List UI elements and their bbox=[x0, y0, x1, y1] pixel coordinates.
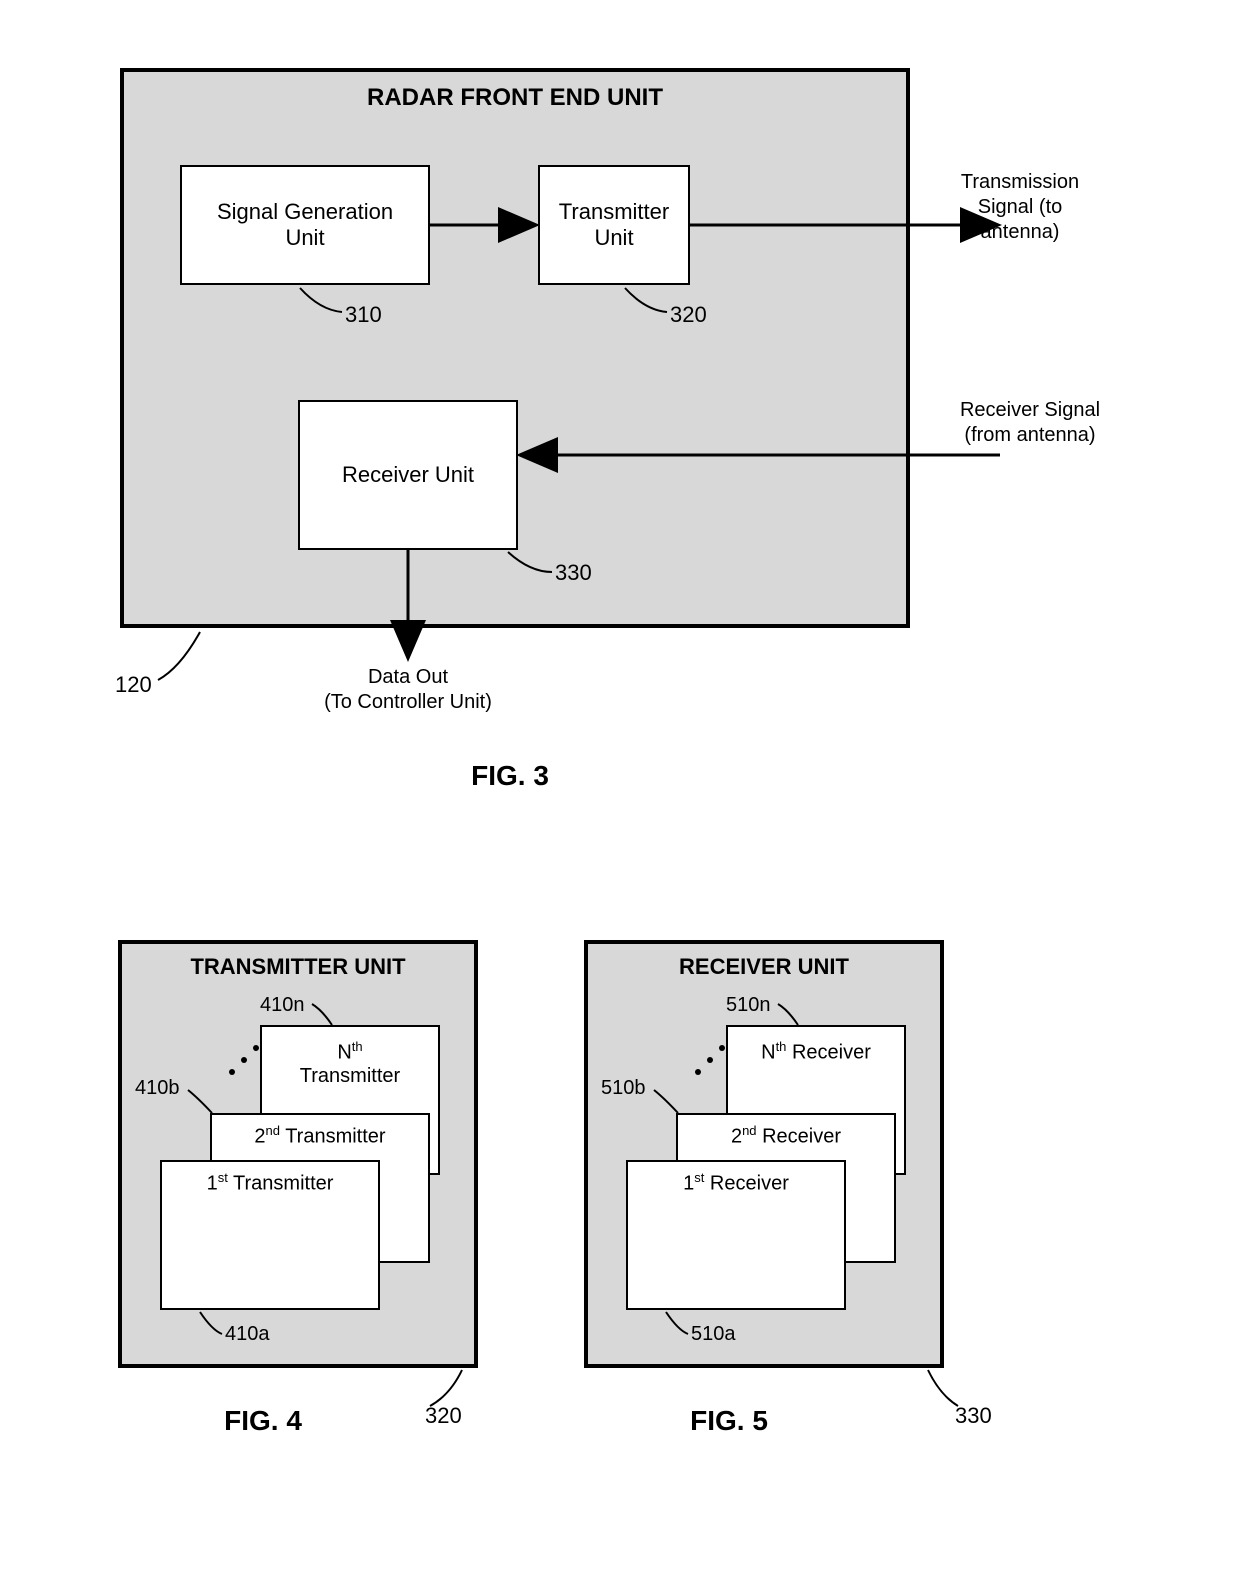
1st-transmitter-label: 1st Transmitter bbox=[207, 1170, 334, 1196]
nth-receiver-label: Nth Receiver bbox=[761, 1039, 871, 1065]
transmitter-unit: Transmitter Unit bbox=[538, 165, 690, 285]
leader-120 bbox=[158, 632, 200, 680]
ref-510a: 510a bbox=[691, 1323, 736, 1346]
ref-510b: 510b bbox=[601, 1077, 646, 1100]
1st-receiver: 1st Receiver bbox=[626, 1160, 846, 1310]
ref-120: 120 bbox=[115, 672, 152, 698]
tx-label1: Transmitter bbox=[559, 199, 669, 225]
fig3-label: FIG. 3 bbox=[0, 760, 1020, 792]
fig5-label: FIG. 5 bbox=[584, 1405, 874, 1437]
leader-320-outer bbox=[430, 1370, 462, 1406]
nth-transmitter-label: Nth bbox=[337, 1039, 362, 1065]
leader-330-outer bbox=[928, 1370, 958, 1406]
fig3-title: RADAR FRONT END UNIT bbox=[124, 84, 906, 112]
ref-510n: 510n bbox=[726, 994, 771, 1017]
1st-transmitter: 1st Transmitter bbox=[160, 1160, 380, 1310]
siggen-label1: Signal Generation bbox=[217, 199, 393, 225]
tx-label2: Unit bbox=[594, 225, 633, 251]
ref-330: 330 bbox=[555, 560, 592, 586]
ref-320-outer: 320 bbox=[425, 1403, 462, 1429]
rx-in-label: Receiver Signal (from antenna) bbox=[930, 398, 1130, 448]
siggen-label2: Unit bbox=[285, 225, 324, 251]
data-out-label: Data Out (To Controller Unit) bbox=[298, 665, 518, 715]
ref-410n: 410n bbox=[260, 994, 305, 1017]
rx-label1: Receiver Unit bbox=[342, 462, 474, 488]
fig5-title: RECEIVER UNIT bbox=[588, 954, 940, 980]
fig4-title: TRANSMITTER UNIT bbox=[122, 954, 474, 980]
ref-410a: 410a bbox=[225, 1323, 270, 1346]
2nd-receiver-label: 2nd Receiver bbox=[731, 1123, 841, 1149]
1st-receiver-label: 1st Receiver bbox=[683, 1170, 789, 1196]
nth-transmitter-label2: Transmitter bbox=[300, 1065, 400, 1088]
ref-410b: 410b bbox=[135, 1077, 180, 1100]
receiver-unit: Receiver Unit bbox=[298, 400, 518, 550]
ref-310: 310 bbox=[345, 302, 382, 328]
ref-330-outer: 330 bbox=[955, 1403, 992, 1429]
2nd-transmitter-label: 2nd Transmitter bbox=[254, 1123, 385, 1149]
fig4-label: FIG. 4 bbox=[118, 1405, 408, 1437]
ref-320: 320 bbox=[670, 302, 707, 328]
signal-generation-unit: Signal Generation Unit bbox=[180, 165, 430, 285]
tx-out-label: Transmission Signal (to antenna) bbox=[935, 170, 1105, 245]
